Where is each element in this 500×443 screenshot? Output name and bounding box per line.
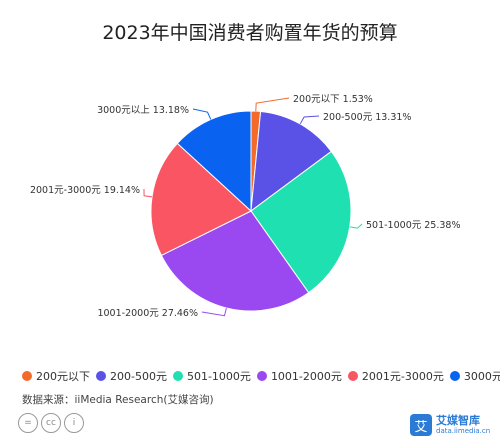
brand-mark-icon: 艾 xyxy=(410,414,432,436)
pie-slice-6 xyxy=(176,110,252,213)
slice-label-2: 200-500元 13.31% xyxy=(323,112,411,123)
pie-slice-5 xyxy=(150,142,252,257)
attribution-icon: i xyxy=(64,413,84,433)
legend-label-4: 1001-2000元 xyxy=(270,370,342,383)
slice-label-1: 200元以下 1.53% xyxy=(293,94,373,105)
license-icons: = cc i xyxy=(18,413,84,435)
source-note: 数据来源：iiMedia Research(艾媒咨询) xyxy=(22,394,214,406)
legend-label-5: 2001元-3000元 xyxy=(361,370,444,383)
leader-line-5 xyxy=(143,188,153,198)
leader-line-3 xyxy=(349,223,363,229)
legend-swatch-4 xyxy=(256,371,267,381)
slice-label-4: 1001-2000元 27.46% xyxy=(97,308,198,319)
slice-label-6: 3000元以上 13.18% xyxy=(97,105,189,116)
legend-swatch-6 xyxy=(449,371,460,381)
slice-label-3: 501-1000元 25.38% xyxy=(366,220,460,231)
legend-item-3: 501-1000元 xyxy=(172,368,251,384)
legend-item-4: 1001-2000元 xyxy=(256,368,342,384)
pie-slice-4 xyxy=(160,210,310,312)
legend-label-6: 3000元以上 xyxy=(463,370,500,383)
pie-slice-2 xyxy=(250,110,333,213)
brand-logo: 艾 艾媒智库 data.iimedia.cn xyxy=(410,411,496,439)
legend-item-1: 200元以下 xyxy=(22,368,90,384)
leader-line-6 xyxy=(192,108,212,120)
leader-line-1 xyxy=(255,97,290,112)
brand-url: data.iimedia.cn xyxy=(436,427,491,435)
cc-license-icon: cc xyxy=(41,413,61,433)
legend-item-5: 2001元-3000元 xyxy=(347,368,444,384)
legend-label-1: 200元以下 xyxy=(36,370,90,383)
legend-swatch-1 xyxy=(22,371,32,381)
legend-swatch-2 xyxy=(96,371,106,381)
leader-line-2 xyxy=(299,115,320,125)
legend-swatch-5 xyxy=(347,371,358,381)
leader-line-4 xyxy=(201,307,227,317)
legend-label-2: 200-500元 xyxy=(110,370,167,383)
slice-label-5: 2001元-3000元 19.14% xyxy=(30,185,140,196)
legend-swatch-3 xyxy=(172,371,183,381)
chart-title: 2023年中国消费者购置年货的预算 xyxy=(102,22,398,44)
legend-item-6: 3000元以上 xyxy=(449,368,500,384)
legend: 200元以下 200-500元 501-1000元 1001-2000元 2001元-3… xyxy=(22,368,500,384)
legend-label-3: 501-1000元 xyxy=(186,370,251,383)
legend-item-2: 200-500元 xyxy=(96,368,167,384)
brand-name: 艾媒智库 xyxy=(436,414,480,427)
equals-license-icon: = xyxy=(18,413,38,433)
